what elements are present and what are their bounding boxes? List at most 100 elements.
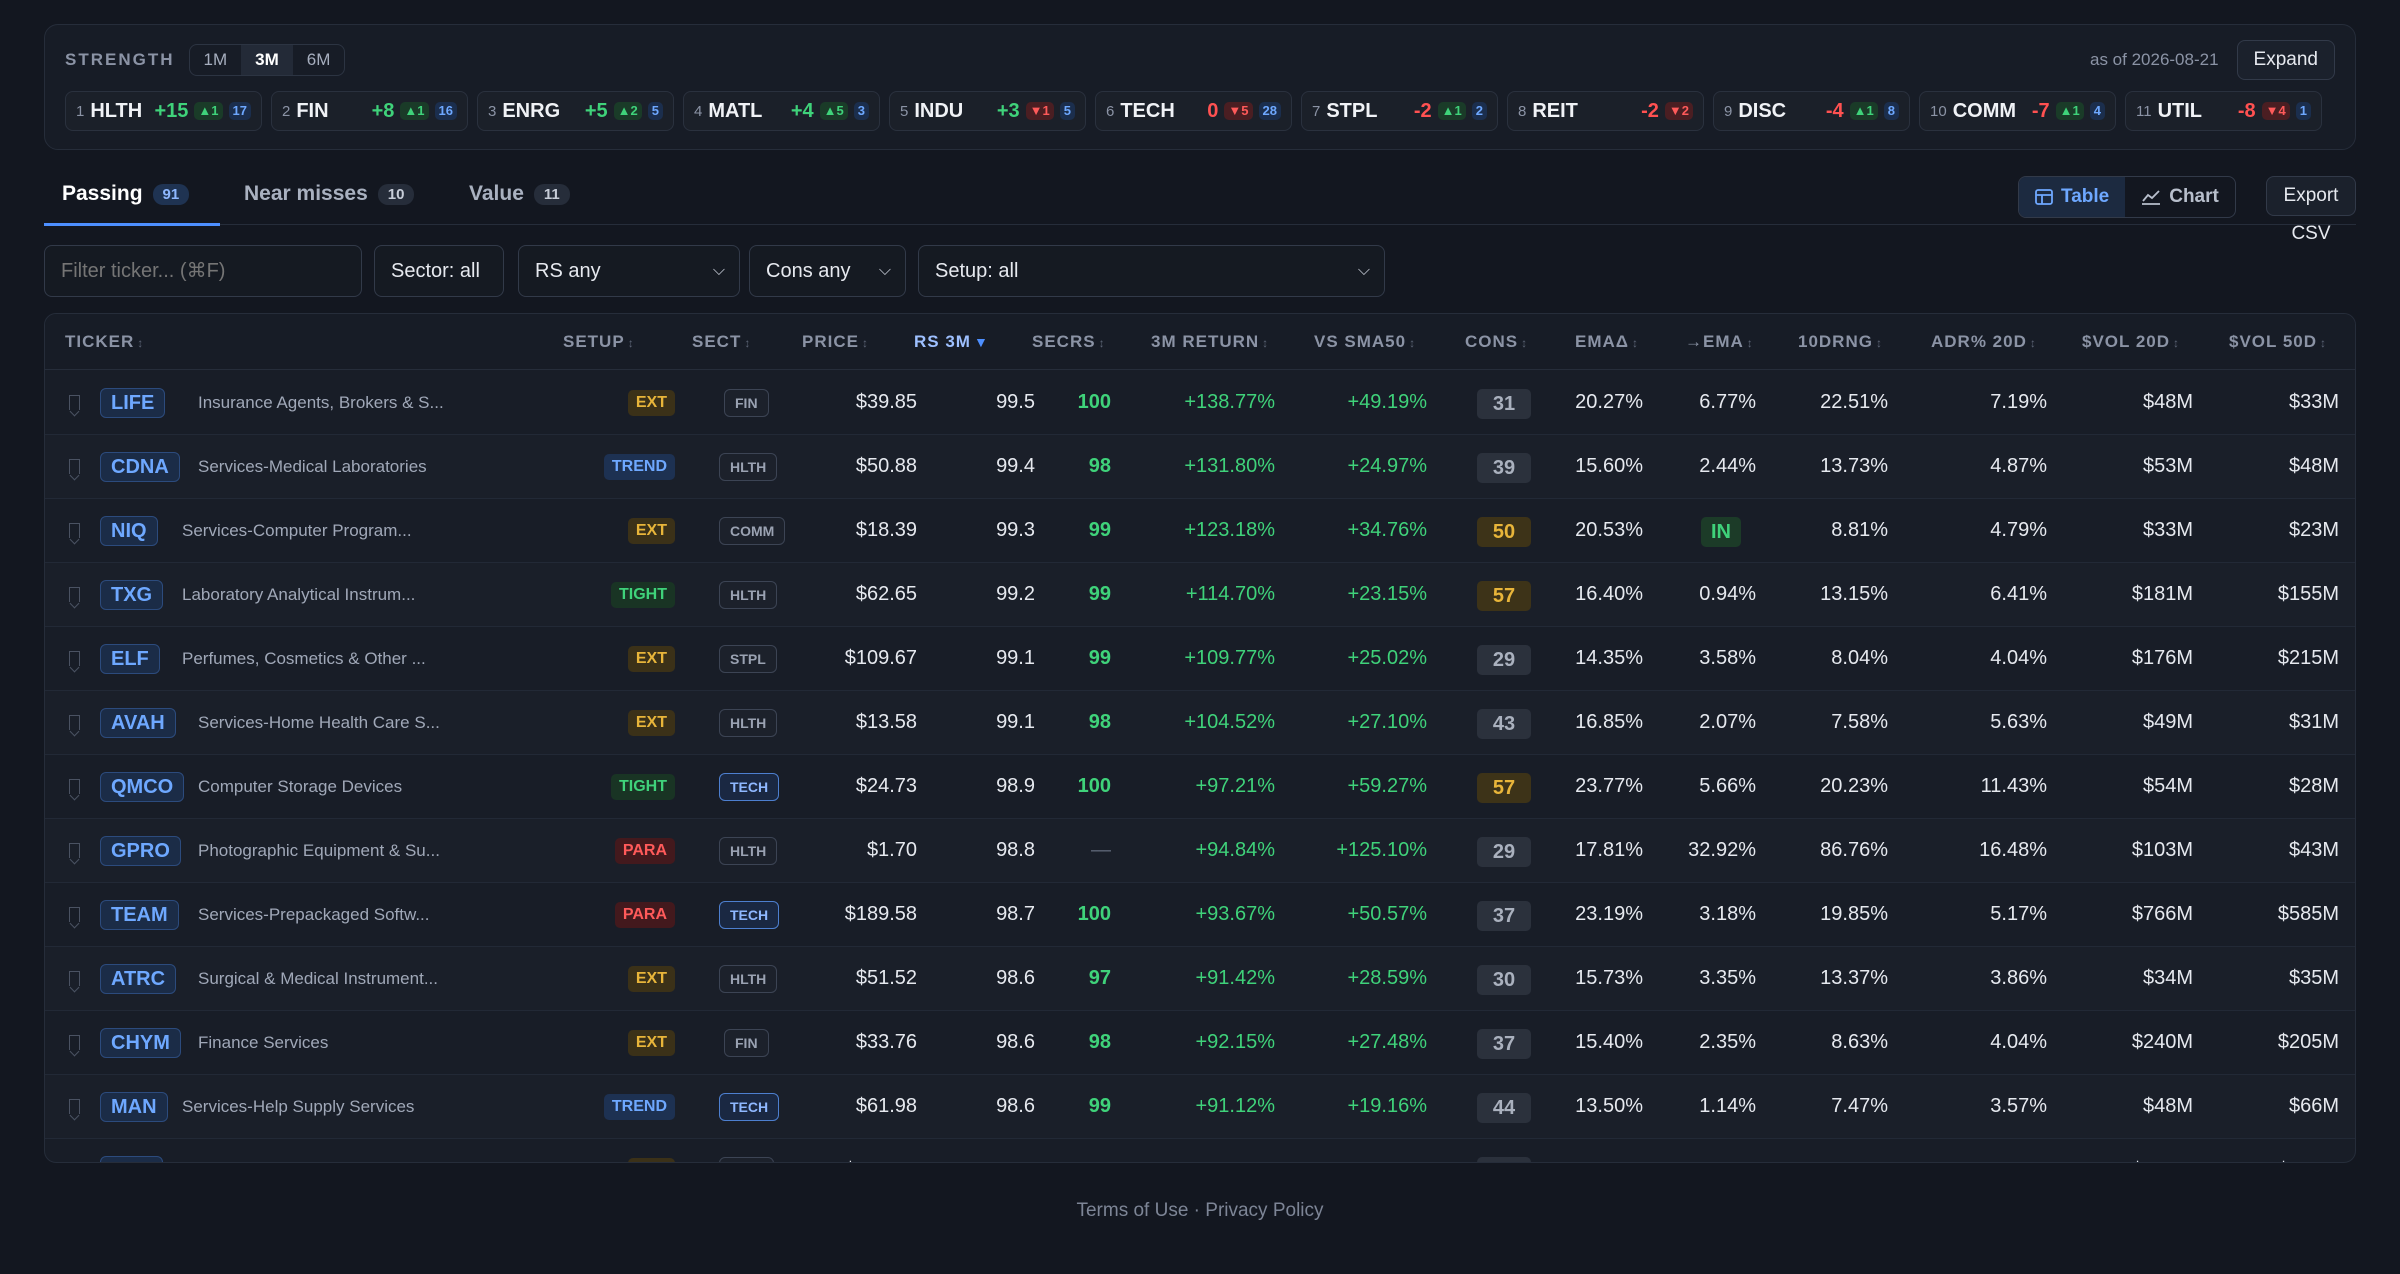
company-name: Photographic Equipment & Su...	[198, 841, 440, 860]
rs-cell: 98.9	[996, 775, 1035, 797]
table-row[interactable]: ATRC Surgical & Medical Instrument... EXT H…	[45, 947, 2355, 1011]
secrs-cell: 98	[1088, 1031, 1111, 1053]
ticker-badge[interactable]: TXG	[100, 580, 164, 610]
chart-view-button[interactable]: Chart	[2125, 177, 2235, 217]
ticker-badge[interactable]: GPRO	[100, 836, 181, 866]
rs-filter-select[interactable]: RS any ⌵	[518, 245, 740, 297]
period-6m[interactable]: 6M	[306, 50, 331, 69]
column-header-rs-3m[interactable]: RS 3M ▼	[914, 314, 989, 370]
vol-50d-cell: $48M	[2288, 455, 2339, 477]
bookmark-icon[interactable]	[69, 459, 80, 474]
ticker-badge[interactable]: LIFE	[100, 388, 166, 418]
tab-value[interactable]: Value 11	[469, 182, 570, 206]
column-header-ema[interactable]: EMAΔ ↕	[1575, 314, 1639, 371]
tab-near-misses[interactable]: Near misses 10	[244, 182, 415, 206]
sector-chip-reit[interactable]: 8 REIT -2 ▼2	[1507, 91, 1704, 131]
column-header-vol-50d[interactable]: $VOL 50D ↕	[2229, 314, 2327, 371]
sector-chip-comm[interactable]: 10 COMM -7 ▲1 4	[1919, 91, 2116, 131]
sector-badge: HLTH	[719, 581, 778, 609]
ticker-badge[interactable]: TEAM	[100, 900, 179, 930]
table-row[interactable]: MAN Services-Help Supply Services TREND TEC…	[45, 1075, 2355, 1139]
table-view-button[interactable]: Table	[2019, 177, 2126, 217]
sector-chip-util[interactable]: 11 UTIL -8 ▼4 1	[2125, 91, 2322, 131]
column-header-price[interactable]: PRICE ↕	[802, 314, 869, 371]
sector-chip-fin[interactable]: 2 FIN +8 ▲1 16	[271, 91, 468, 131]
secrs-cell: 98	[1088, 711, 1111, 733]
bookmark-icon[interactable]	[69, 395, 80, 410]
bookmark-icon[interactable]	[69, 971, 80, 986]
column-header-setup[interactable]: SETUP ↕	[563, 314, 635, 371]
ticker-filter-input[interactable]	[44, 245, 362, 297]
bookmark-icon[interactable]	[69, 651, 80, 666]
bookmark-icon[interactable]	[69, 1099, 80, 1114]
bookmark-icon[interactable]	[69, 843, 80, 858]
table-row[interactable]: TEAM Services-Prepackaged Softw... PARA TEC…	[45, 883, 2355, 947]
sector-chip-stpl[interactable]: 7 STPL -2 ▲1 2	[1301, 91, 1498, 131]
bookmark-icon[interactable]	[69, 523, 80, 538]
column-header-10drng[interactable]: 10DRNG ↕	[1798, 314, 1883, 371]
setup-filter-select[interactable]: Setup: all ⌵	[918, 245, 1385, 297]
sector-chip-matl[interactable]: 4 MATL +4 ▲5 3	[683, 91, 880, 131]
bookmark-icon[interactable]	[69, 779, 80, 794]
footer-links[interactable]: Terms of Use · Privacy Policy	[1076, 1200, 1324, 1221]
period-1m[interactable]: 1M	[203, 50, 228, 69]
sector-chip-tech[interactable]: 6 TECH 0 ▼5 28	[1095, 91, 1292, 131]
return-3m-cell: +97.21%	[1195, 775, 1275, 797]
column-header-ticker[interactable]: TICKER ↕	[65, 314, 144, 371]
column-header-sect[interactable]: SECT ↕	[692, 314, 751, 371]
ticker-badge[interactable]: CDNA	[100, 452, 180, 482]
column-header-secrs[interactable]: SECRS ↕	[1032, 314, 1106, 371]
sector-chip-hlth[interactable]: 1 HLTH +15 ▲1 17	[65, 91, 262, 131]
column-header-vs-sma50[interactable]: VS SMA50 ↕	[1314, 314, 1416, 371]
rs-cell: 98.6	[996, 967, 1035, 989]
table-row[interactable]: LIFE Insurance Agents, Brokers & S... EXT F…	[45, 371, 2355, 435]
ticker-badge[interactable]: CHYM	[100, 1028, 181, 1058]
sector-chip-disc[interactable]: 9 DISC -4 ▲1 8	[1713, 91, 1910, 131]
export-csv-button[interactable]: Export CSV	[2266, 176, 2356, 244]
table-row[interactable]: ANFRetail-Family Clothing StoresEXTDISC$…	[45, 1139, 2355, 1162]
sector-chip-enrg[interactable]: 3 ENRG +5 ▲2 5	[477, 91, 674, 131]
bookmark-icon[interactable]	[69, 907, 80, 922]
column-header-ema[interactable]: →EMA ↕	[1685, 314, 1754, 371]
setup-badge: TREND	[603, 454, 675, 480]
ticker-badge[interactable]: ANF	[100, 1156, 164, 1162]
vs-sma50-cell: +24.97%	[1347, 455, 1427, 477]
rank-change-badge: ▼2	[1664, 102, 1693, 120]
table-row[interactable]: ELF Perfumes, Cosmetics & Other ... EXT STP…	[45, 627, 2355, 691]
cons-badge: 44	[1477, 1093, 1531, 1123]
sector-filter-select[interactable]: Sector: all	[374, 245, 504, 297]
table-row[interactable]: AVAH Services-Home Health Care S... EXT HLT…	[45, 691, 2355, 755]
table-row[interactable]: NIQ Services-Computer Program... EXT COMM $1…	[45, 499, 2355, 563]
column-header-vol-20d[interactable]: $VOL 20D ↕	[2082, 314, 2180, 371]
table-row[interactable]: GPRO Photographic Equipment & Su... PARA HL…	[45, 819, 2355, 883]
ticker-badge[interactable]: ATRC	[100, 964, 177, 994]
column-header-adr-20d[interactable]: ADR% 20D ↕	[1931, 314, 2037, 371]
vol-20d-cell: $49M	[2142, 711, 2193, 733]
cons-filter-select[interactable]: Cons any ⌵	[749, 245, 906, 297]
bookmark-icon[interactable]	[69, 715, 80, 730]
bookmark-icon[interactable]	[69, 587, 80, 602]
table-row[interactable]: QMCO Computer Storage Devices TIGHT TECH $24…	[45, 755, 2355, 819]
ticker-badge[interactable]: NIQ	[100, 516, 158, 546]
expand-button[interactable]: Expand	[2236, 40, 2335, 80]
ticker-badge[interactable]: QMCO	[100, 772, 185, 802]
results-table: TICKER ↕ SETUP ↕ SECT ↕ PRICE ↕ RS 3M ▼ SECRS ↕ 3M R…	[44, 313, 2356, 1163]
table-row[interactable]: CHYM Finance Services EXT FIN $33.76 98.6 98 +9…	[45, 1011, 2355, 1075]
ticker-badge[interactable]: MAN	[100, 1092, 168, 1122]
rank-change-badge: ▲1	[1437, 102, 1466, 120]
period-3m[interactable]: 3M	[241, 45, 293, 75]
sector-chip-indu[interactable]: 5 INDU +3 ▼1 5	[889, 91, 1086, 131]
column-header-3m-return[interactable]: 3M RETURN ↕	[1151, 314, 1269, 371]
tab-passing[interactable]: Passing 91	[62, 182, 190, 206]
table-row[interactable]: TXG Laboratory Analytical Instrum... TIGHT…	[45, 563, 2355, 627]
ticker-badge[interactable]: AVAH	[100, 708, 176, 738]
bookmark-icon[interactable]	[69, 1035, 80, 1050]
to-ema-cell: 3.18%	[1699, 903, 1756, 925]
column-header-cons[interactable]: CONS ↕	[1465, 314, 1528, 371]
ema-delta-cell: 23.19%	[1575, 903, 1643, 925]
table-row[interactable]: CDNA Services-Medical Laboratories TREND HL…	[45, 435, 2355, 499]
ticker-badge[interactable]: ELF	[100, 644, 160, 674]
return-3m-cell: +92.15%	[1195, 1031, 1275, 1053]
sector-count-badge: 4	[2089, 102, 2105, 120]
to-ema-cell: 0.94%	[1699, 583, 1756, 605]
